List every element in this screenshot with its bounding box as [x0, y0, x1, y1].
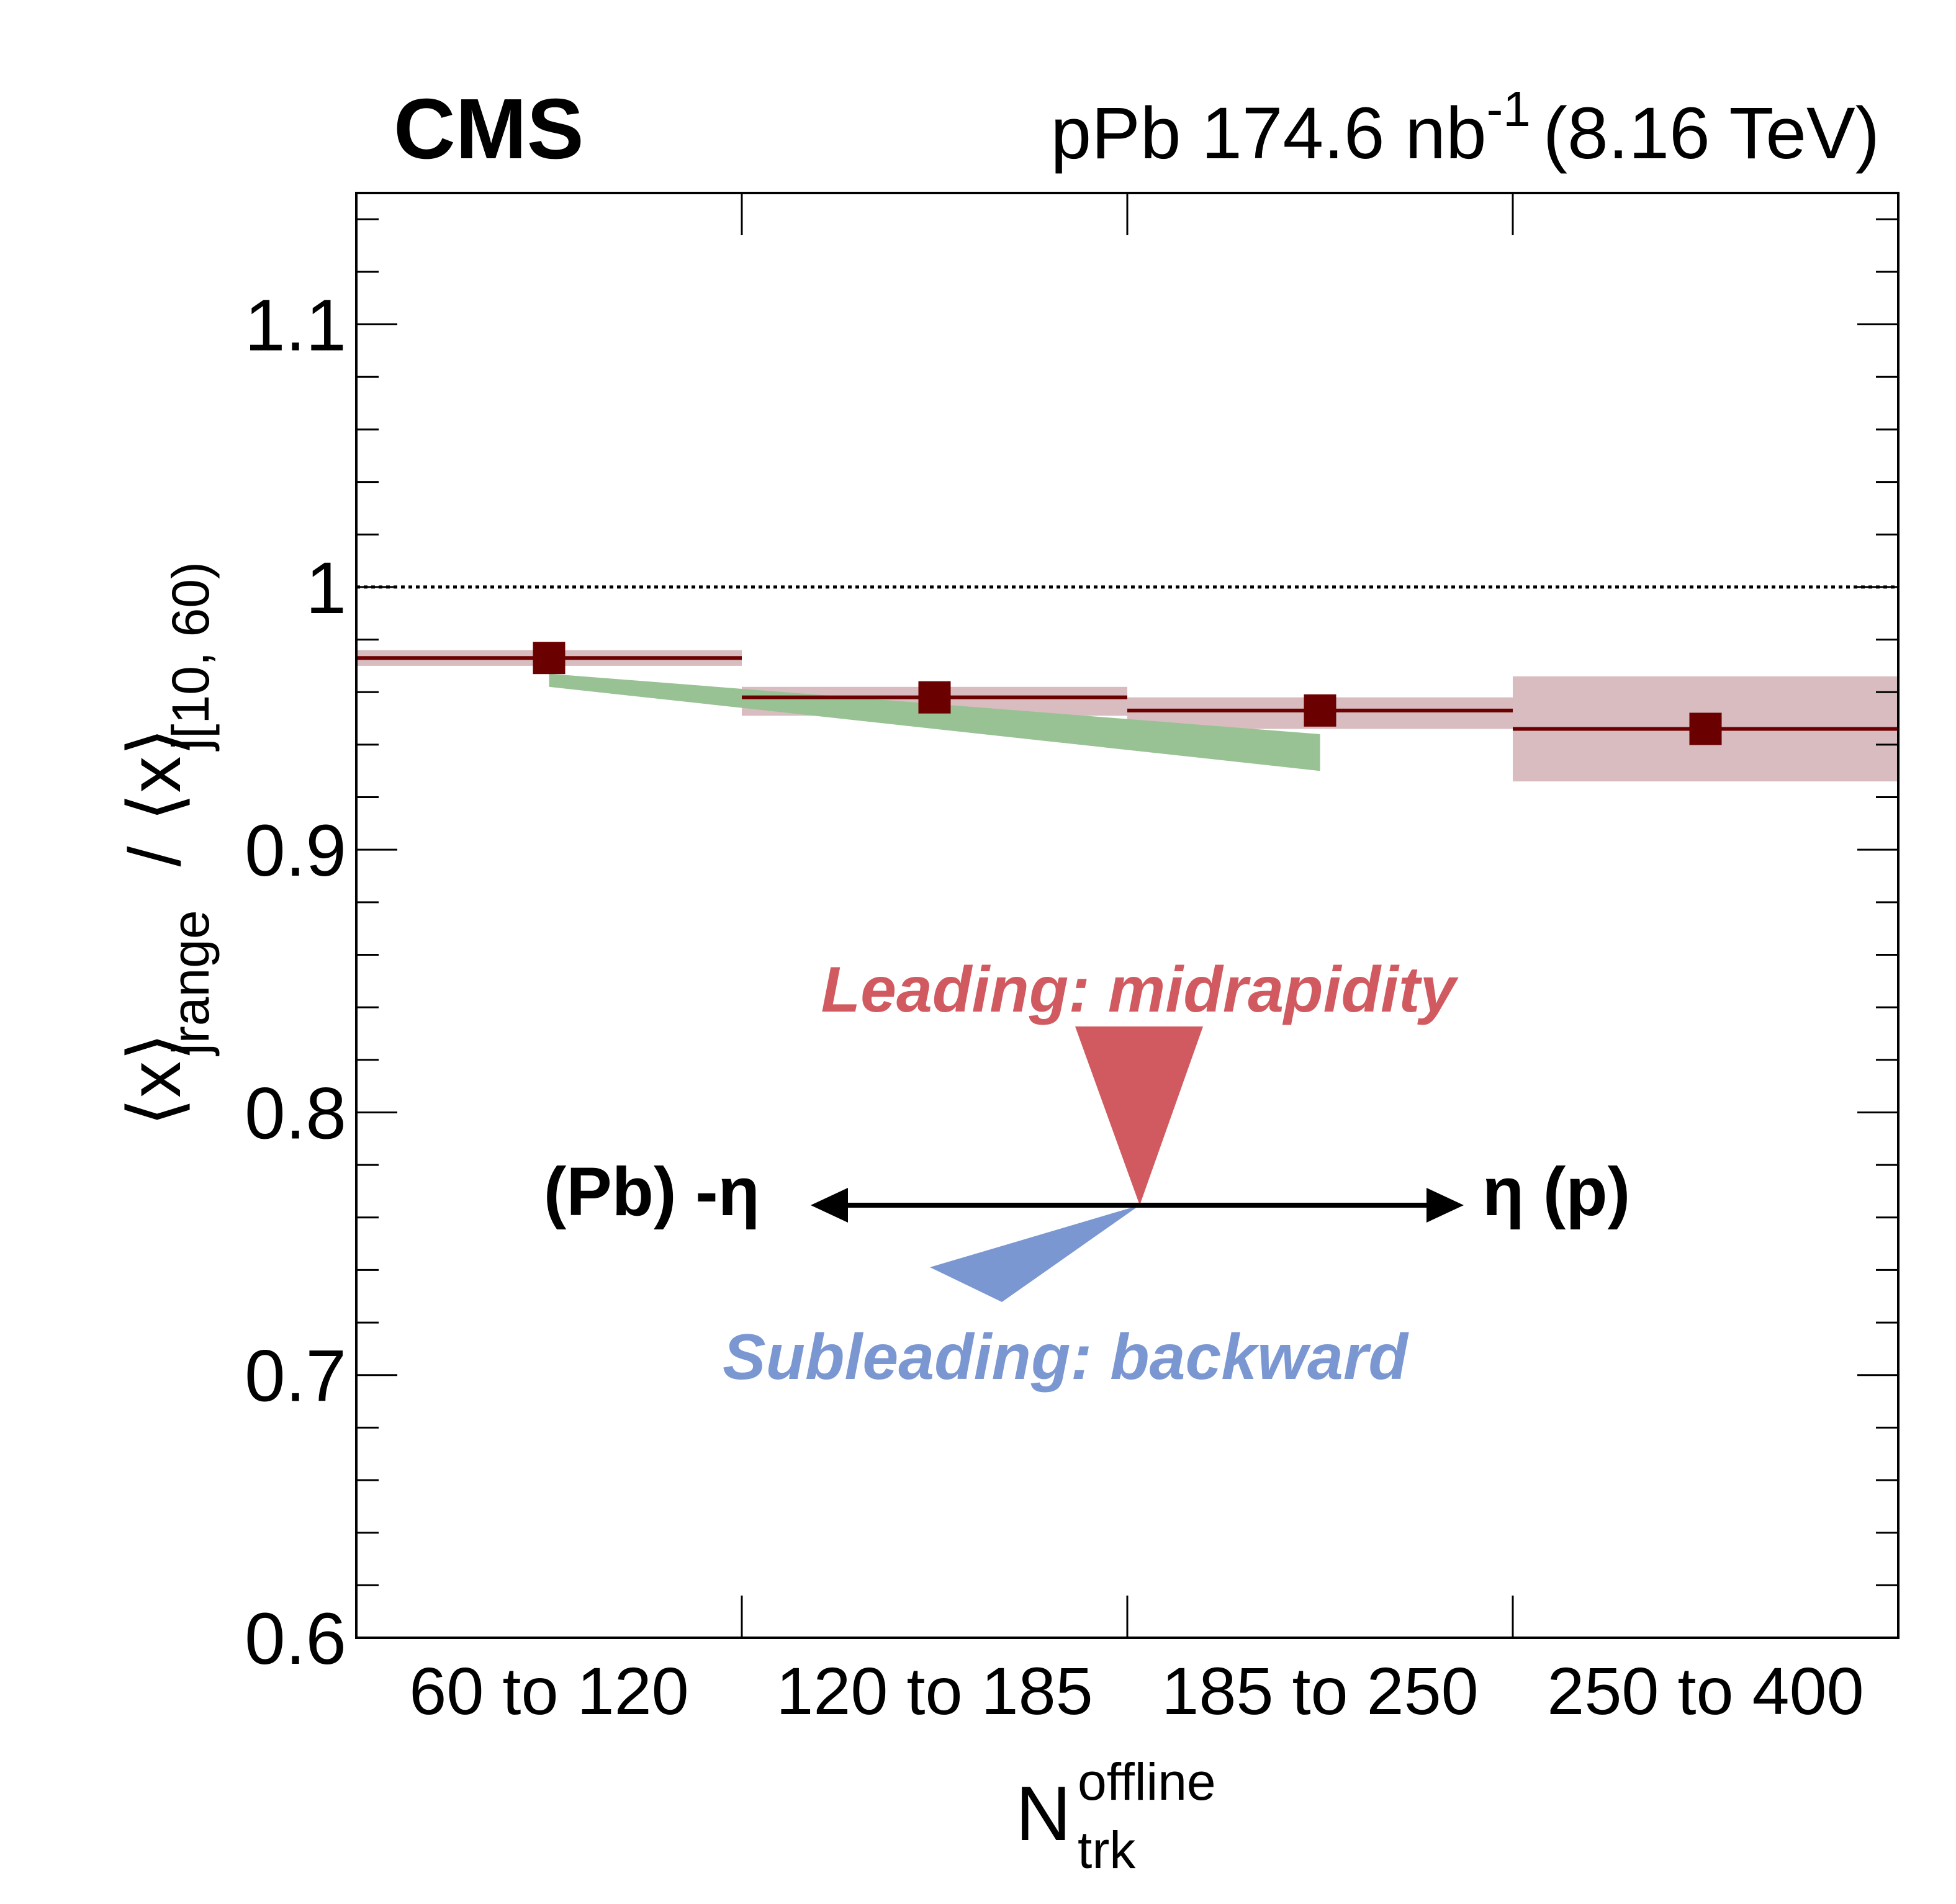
plot-frame [355, 192, 1900, 1639]
data-point-3 [1689, 712, 1722, 745]
systematic-bands [356, 650, 1898, 782]
svg-text:trk: trk [1078, 1821, 1136, 1879]
y-tick-label: 1 [305, 547, 346, 629]
x-axis-title: N offline trk [1016, 1753, 1216, 1879]
subleading-wedge [930, 1205, 1140, 1302]
x-tick-label: 60 to 120 [409, 1653, 688, 1728]
y-tick-labels: 0.6 0.7 0.8 0.9 1 1.1 [245, 285, 346, 1680]
data-series [356, 642, 1898, 745]
leading-wedge [1075, 1026, 1203, 1205]
left-arrowhead [811, 1188, 848, 1223]
data-point-2 [1304, 694, 1336, 727]
x-tick-label: 185 to 250 [1161, 1653, 1478, 1728]
y-tick-label: 0.7 [245, 1336, 346, 1417]
y-tick-label: 0.9 [245, 810, 346, 892]
luminosity-label: pPb 174.6 nb-1 (8.16 TeV) [1051, 81, 1880, 174]
right-arrowhead [1426, 1188, 1464, 1223]
y-tick-label: 0.6 [245, 1598, 346, 1680]
y-tick-label: 0.8 [245, 1072, 346, 1154]
svg-text:N: N [1016, 1771, 1071, 1857]
x-tick-label: 250 to 400 [1547, 1653, 1864, 1728]
leading-label: Leading: midrapidity [821, 954, 1459, 1026]
subleading-label: Subleading: backward [723, 1321, 1409, 1393]
experiment-label: CMS [394, 81, 584, 177]
data-point-1 [918, 681, 951, 714]
x-tick-labels: 60 to 120 120 to 185 185 to 250 250 to 400 [409, 1653, 1864, 1728]
axis-ticks [356, 193, 1898, 1639]
data-point-0 [533, 642, 566, 675]
right-eta-label: η (p) [1482, 1154, 1630, 1230]
x-tick-label: 120 to 185 [776, 1653, 1093, 1728]
y-tick-label: 1.1 [245, 285, 346, 367]
left-eta-label: (Pb) -η [544, 1154, 760, 1230]
luminosity-exponent: -1 [1487, 81, 1531, 137]
svg-text:⟨x⟩jrange/⟨x⟩j[10, 60): ⟨x⟩jrange/⟨x⟩j[10, 60) [114, 562, 220, 1126]
y-axis-title: ⟨x⟩jrange/⟨x⟩j[10, 60) [114, 562, 220, 1126]
svg-text:offline: offline [1078, 1753, 1216, 1811]
